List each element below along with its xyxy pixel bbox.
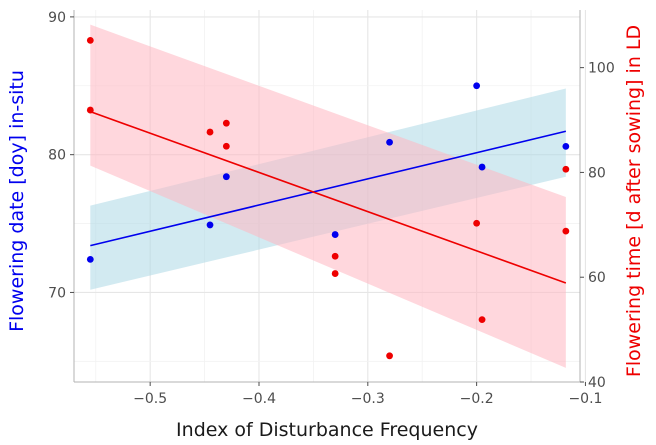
data-point-left bbox=[562, 143, 570, 150]
confidence-bands bbox=[90, 24, 566, 368]
x-tick-label: −0.5 bbox=[133, 391, 167, 407]
data-point-left bbox=[331, 231, 339, 238]
data-point-right bbox=[331, 270, 339, 277]
data-point-left bbox=[222, 173, 230, 181]
data-point-right bbox=[331, 252, 339, 260]
axes: −0.5 −0.4 −0.3 −0.2 −0.1 70 80 90 40 60 80 100 bbox=[48, 10, 615, 407]
x-tick-label: −0.3 bbox=[351, 391, 385, 407]
y-right-tick-label: 80 bbox=[588, 165, 606, 181]
data-point-left bbox=[386, 138, 393, 146]
y-left-tick-label: 90 bbox=[48, 10, 66, 26]
data-point-right bbox=[386, 352, 393, 360]
y-left-tick-label: 80 bbox=[48, 148, 66, 164]
data-point-right bbox=[86, 36, 94, 44]
confidence-band-right bbox=[90, 24, 566, 368]
x-axis-title: Index of Disturbance Frequency bbox=[176, 419, 478, 441]
data-point-left bbox=[206, 221, 214, 229]
x-tick-label: −0.2 bbox=[460, 391, 494, 407]
x-tick-label: −0.4 bbox=[242, 391, 276, 407]
data-point-right bbox=[473, 219, 481, 227]
data-point-left bbox=[478, 163, 486, 171]
data-point-right bbox=[562, 227, 570, 235]
y-right-tick-label: 100 bbox=[588, 61, 615, 77]
regression-lines bbox=[90, 110, 567, 284]
data-point-right bbox=[478, 316, 486, 324]
y-axis-left-title: Flowering date [doy] in-situ bbox=[6, 70, 28, 332]
data-point-right bbox=[206, 128, 214, 136]
data-point-right bbox=[562, 165, 570, 173]
data-point-right bbox=[222, 142, 230, 150]
axis-labels: Index of Disturbance Frequency Flowering… bbox=[6, 25, 645, 441]
x-tick-label: −0.1 bbox=[568, 391, 602, 407]
y-axis-right-title: Flowering time [d after sowing] in LD bbox=[623, 25, 645, 377]
y-left-tick-label: 70 bbox=[48, 285, 66, 301]
regression-line-left bbox=[90, 130, 567, 247]
data-points bbox=[86, 36, 570, 360]
regression-line-right bbox=[90, 110, 567, 284]
data-point-right bbox=[86, 106, 94, 114]
data-point-left bbox=[473, 82, 481, 90]
y-right-tick-label: 40 bbox=[588, 375, 606, 391]
data-point-left bbox=[86, 255, 94, 263]
data-point-right bbox=[222, 119, 230, 127]
y-right-tick-label: 60 bbox=[588, 270, 606, 286]
